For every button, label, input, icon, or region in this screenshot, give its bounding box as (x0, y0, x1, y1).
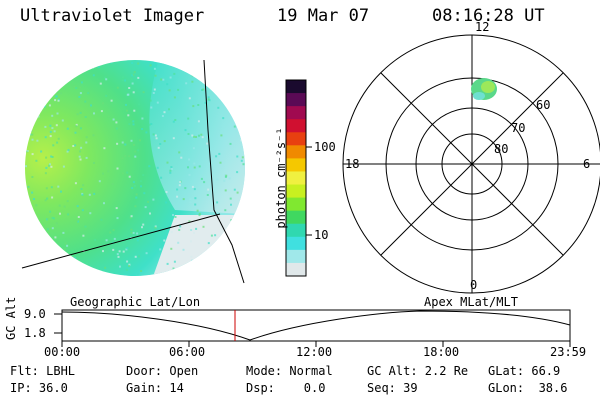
colorbar-swatch (286, 93, 306, 107)
colorbar-swatch (286, 132, 306, 146)
mode-info: Mode: Normal (246, 364, 333, 378)
mlt-label-12: 12 (475, 20, 490, 34)
colorbar-swatch (286, 80, 306, 94)
timeline-axis-label: GC Alt (4, 296, 18, 340)
timeline-left-title: Geographic Lat/Lon (70, 295, 201, 309)
colorbar-tick-100: 100 (314, 140, 336, 154)
latitude-line (21, 213, 221, 269)
mlt-label-18: 18 (345, 157, 360, 171)
orbit-timeline (54, 309, 571, 347)
colorbar-swatch (286, 249, 306, 264)
timeline-ytick-1-8: 1.8 (24, 326, 46, 340)
colorbar-swatch (286, 223, 306, 238)
mlt-label-0: 0 (470, 278, 478, 292)
timeline-xtick-0000: 00:00 (44, 345, 81, 359)
colorbar-swatch (286, 184, 306, 199)
colorbar-unit-label: photon cm⁻²s⁻¹ (274, 127, 288, 229)
lat-label-60: 60 (536, 98, 551, 112)
timeline-xtick-1200: 12:00 (296, 345, 333, 359)
observation-date: 19 Mar 07 (277, 6, 370, 26)
colorbar-swatch (286, 119, 306, 133)
lat-label-80: 80 (494, 142, 509, 156)
gain-info: Gain: 14 (126, 381, 184, 395)
timeline-right-title: Apex MLat/MLT (424, 295, 518, 309)
dsp-info: Dsp: 0.0 (246, 381, 326, 395)
ip-info: IP: 36.0 (10, 381, 68, 395)
colorbar-tick-10: 10 (314, 228, 329, 242)
instrument-title: Ultraviolet Imager (20, 6, 205, 26)
altitude-curve (61, 310, 571, 341)
colorbar-swatch (286, 236, 306, 251)
colorbar-swatch (286, 262, 306, 277)
filter-info: Flt: LBHL (10, 364, 76, 378)
seq-info: Seq: 39 (367, 381, 418, 395)
timeline-xtick-0600: 06:00 (169, 345, 206, 359)
gc-alt-info: GC Alt: 2.2 Re (367, 364, 469, 378)
mlt-label-6: 6 (583, 157, 591, 171)
lat-label-70: 70 (511, 121, 526, 135)
colorbar-swatch (286, 171, 306, 186)
color-bar (286, 80, 306, 277)
door-info: Door: Open (126, 364, 199, 378)
earth-image (25, 60, 245, 276)
glon-info: GLon: 38.6 (488, 381, 568, 395)
glat-info: GLat: 66.9 (488, 364, 561, 378)
colorbar-swatch (286, 158, 306, 172)
colorbar-swatch (286, 145, 306, 159)
colorbar-swatch (286, 210, 306, 225)
timeline-xtick-1800: 18:00 (423, 345, 460, 359)
colorbar-swatch (286, 197, 306, 212)
observation-time: 08:16:28 UT (432, 6, 545, 26)
terminator-line (203, 59, 245, 284)
timeline-xtick-2359: 23:59 (550, 345, 587, 359)
colorbar-swatch (286, 106, 306, 120)
polar-plot (342, 34, 600, 294)
timeline-ytick-9: 9.0 (24, 307, 46, 321)
